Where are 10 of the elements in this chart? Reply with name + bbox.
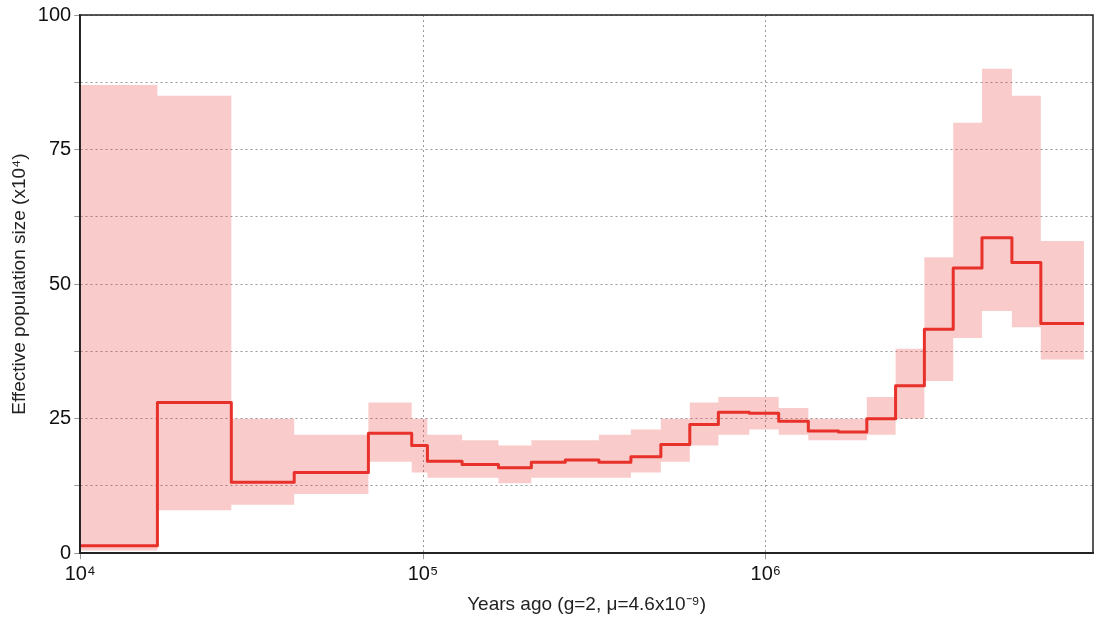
x-tick-label: 10⁶ [750,561,782,584]
y-tick-label: 100 [37,2,72,25]
x-axis-title: Years ago (g=2, μ=4.6x10⁻⁹) [467,592,706,614]
y-tick-label: 50 [48,271,72,294]
y-tick-label: 25 [48,406,72,429]
y-tick-label: 75 [48,137,72,160]
y-tick-label: 0 [60,540,72,563]
x-tick-label: 10⁴ [64,561,96,584]
x-tick-label: 10⁵ [407,561,439,584]
y-axis-title: Effective population size (x10⁴) [7,153,29,415]
